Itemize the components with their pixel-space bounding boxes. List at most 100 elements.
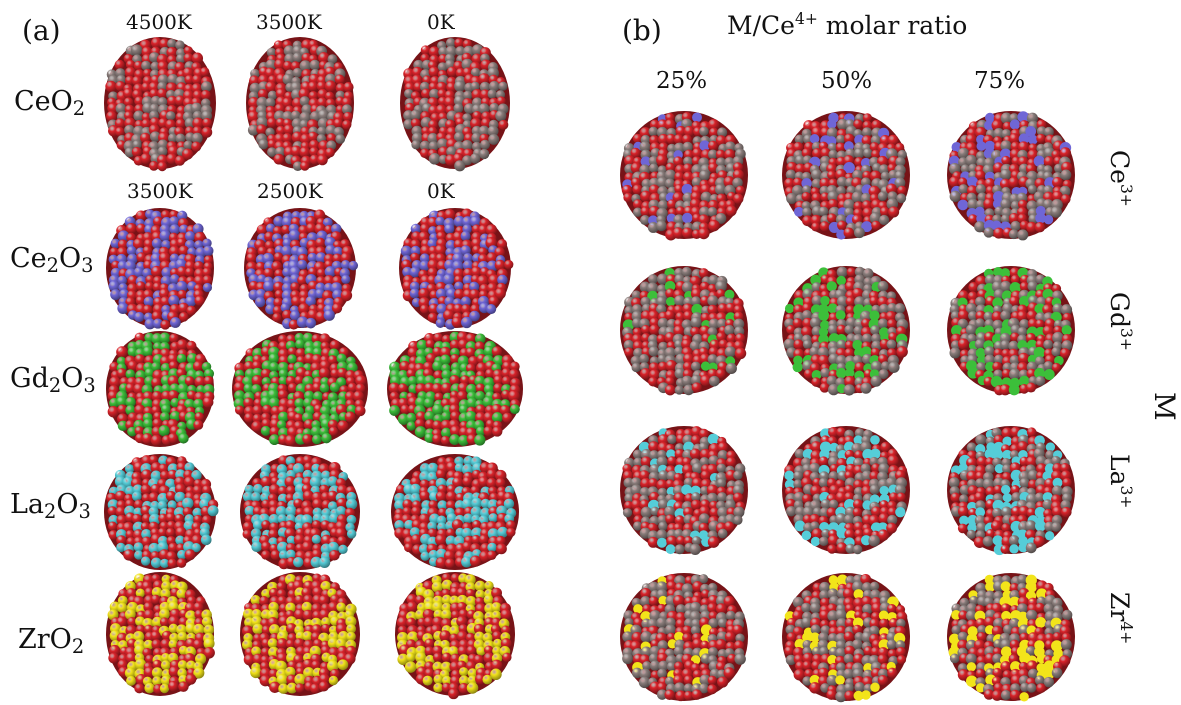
dopant-atom	[951, 324, 963, 337]
atom-sphere	[428, 46, 440, 58]
atom-sphere	[327, 490, 339, 502]
atom-sphere	[949, 190, 961, 203]
dopant-atom	[1009, 596, 1021, 608]
atom-sphere	[273, 216, 285, 227]
atom-sphere	[265, 81, 277, 93]
atom-sphere	[1035, 319, 1045, 329]
nanoparticle-doped-la3	[620, 426, 748, 555]
atom-sphere	[272, 312, 282, 323]
atom-sphere	[450, 573, 461, 583]
dopant-atom	[967, 176, 979, 188]
atom-sphere	[449, 374, 460, 386]
temp-label: 0K	[427, 179, 455, 203]
atom-sphere	[454, 281, 464, 291]
atom-sphere	[801, 148, 812, 159]
atom-sphere	[854, 362, 865, 373]
atom-sphere	[318, 556, 331, 569]
atom-sphere	[321, 432, 332, 444]
dopant-axis-label: M	[1148, 392, 1181, 421]
atom-sphere	[894, 142, 905, 153]
atom-sphere	[250, 595, 261, 606]
atom-sphere	[674, 515, 685, 526]
atom-sphere	[424, 433, 435, 443]
atom-sphere	[878, 512, 890, 524]
atom-sphere	[487, 125, 499, 137]
atom-sphere	[268, 587, 279, 598]
atom-sphere	[648, 596, 659, 606]
atom-sphere	[126, 245, 137, 256]
ratio-label: 75%	[974, 68, 1026, 94]
atom-sphere	[260, 647, 271, 658]
atom-sphere	[632, 199, 643, 210]
nanoparticle-gd2o3	[232, 331, 368, 447]
atom-sphere	[957, 669, 970, 681]
atom-sphere	[809, 346, 820, 358]
atom-sphere	[109, 247, 119, 257]
atom-sphere	[665, 360, 677, 372]
atom-sphere	[724, 324, 735, 336]
atom-sphere	[175, 280, 188, 293]
atom-sphere	[284, 476, 297, 488]
nanoparticle-la2o3	[240, 454, 360, 570]
atom-sphere	[126, 536, 136, 547]
atom-sphere	[811, 282, 822, 293]
atom-sphere	[854, 428, 865, 438]
atom-sphere	[878, 214, 890, 226]
atom-sphere	[130, 44, 143, 56]
atom-sphere	[160, 660, 171, 671]
atom-sphere	[440, 354, 451, 366]
atom-sphere	[202, 238, 212, 248]
atom-sphere	[888, 361, 900, 373]
atom-sphere	[202, 396, 214, 408]
atom-sphere	[107, 506, 118, 516]
atom-sphere	[1043, 126, 1054, 137]
atom-sphere	[329, 340, 340, 351]
atom-sphere	[656, 154, 668, 166]
atom-sphere	[672, 227, 684, 239]
atom-sphere	[853, 325, 864, 336]
atom-sphere	[127, 275, 139, 286]
dopant-atom	[975, 507, 986, 517]
atom-sphere	[257, 88, 269, 100]
atom-sphere	[983, 616, 996, 628]
atom-sphere	[258, 139, 269, 150]
atom-sphere	[1028, 668, 1039, 679]
atom-sphere	[427, 267, 438, 278]
atom-sphere	[631, 290, 641, 300]
atom-sphere	[174, 155, 186, 166]
atom-sphere	[666, 199, 677, 210]
atom-sphere	[869, 470, 880, 482]
atom-sphere	[428, 226, 438, 236]
atom-sphere	[488, 81, 500, 92]
atom-sphere	[167, 38, 177, 49]
atom-sphere	[194, 609, 205, 620]
atom-sphere	[664, 119, 676, 130]
atom-sphere	[273, 281, 284, 293]
atom-sphere	[844, 375, 856, 388]
atom-sphere	[707, 206, 718, 217]
atom-sphere	[674, 385, 684, 395]
atom-sphere	[463, 513, 474, 524]
atom-sphere	[140, 484, 152, 495]
dopant-atom	[681, 183, 693, 195]
atom-sphere	[281, 309, 293, 321]
atom-sphere	[461, 216, 473, 228]
atom-sphere	[475, 589, 485, 600]
atom-sphere	[269, 426, 280, 437]
atom-sphere	[335, 82, 346, 94]
atom-sphere	[116, 396, 127, 408]
atom-sphere	[424, 410, 435, 422]
atom-sphere	[475, 383, 486, 393]
atom-sphere	[278, 411, 289, 423]
atom-sphere	[276, 125, 286, 136]
atom-sphere	[453, 215, 466, 228]
atom-sphere	[415, 652, 427, 664]
atom-sphere	[974, 339, 986, 350]
atom-sphere	[853, 227, 865, 239]
atom-sphere	[707, 536, 720, 548]
atom-sphere	[470, 81, 480, 91]
atom-sphere	[725, 362, 737, 375]
atom-sphere	[203, 368, 215, 379]
atom-sphere	[411, 66, 423, 78]
atom-sphere	[800, 326, 813, 338]
